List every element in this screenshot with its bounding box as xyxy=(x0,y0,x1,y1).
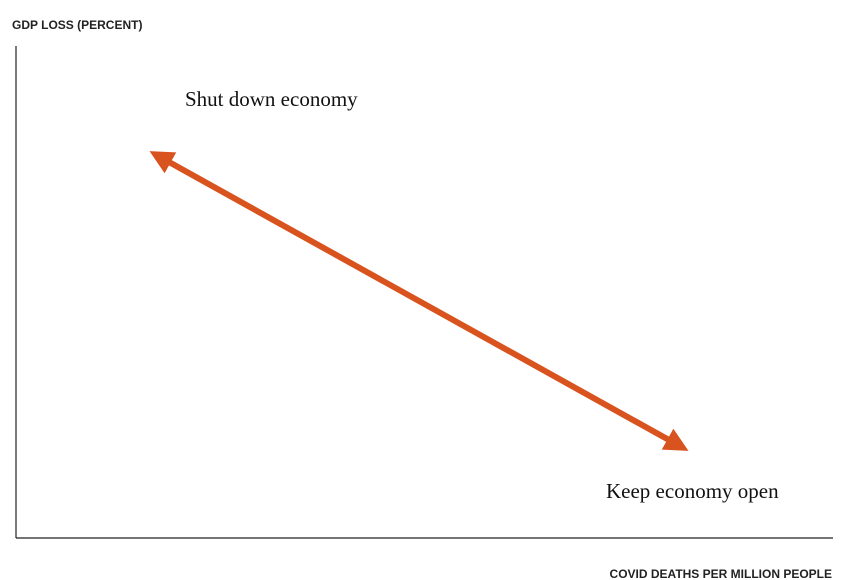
y-axis-label: GDP LOSS (PERCENT) xyxy=(12,18,142,32)
x-axis-label: COVID DEATHS PER MILLION PEOPLE xyxy=(610,567,832,580)
tradeoff-arrow xyxy=(149,151,689,451)
annotation: Keep economy open xyxy=(606,479,779,503)
annotation: Shut down economy xyxy=(185,87,358,111)
